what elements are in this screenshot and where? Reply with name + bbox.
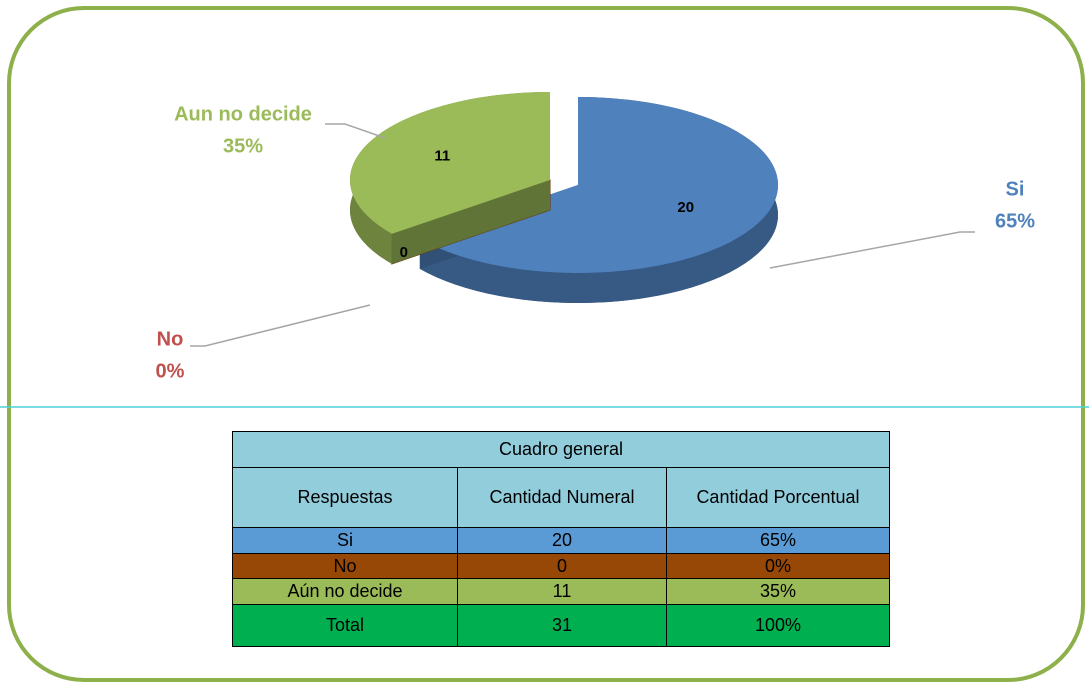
data-label: 11 — [434, 148, 450, 165]
percent-label: 0% — [156, 360, 185, 382]
legend-label: No — [157, 328, 184, 350]
table-cell: 20 — [457, 527, 667, 554]
table-cell: 35% — [666, 578, 890, 605]
slice-wall — [391, 180, 550, 264]
summary-table: Cuadro general Respuestas Cantidad Numer… — [232, 431, 890, 647]
percent-label: 65% — [995, 210, 1035, 232]
table-cell: Aún no decide — [232, 578, 458, 605]
table-title: Cuadro general — [232, 431, 890, 468]
leader-line — [325, 123, 386, 139]
data-label: 0 — [400, 244, 408, 261]
table-cell: 11 — [457, 578, 667, 605]
table-cell: 65% — [666, 527, 890, 554]
table-cell: Si — [232, 527, 458, 554]
table-cell: No — [232, 553, 458, 579]
percent-label: 35% — [223, 135, 263, 157]
table-header: Cantidad Numeral — [457, 467, 667, 528]
legend-label: Si — [1006, 178, 1025, 200]
slice-side — [419, 97, 778, 303]
table-header: Respuestas — [232, 467, 458, 528]
slice-top — [350, 92, 550, 234]
table-cell: Total — [232, 604, 458, 647]
data-label: 20 — [677, 199, 694, 216]
leader-line — [769, 231, 975, 269]
leader-line — [190, 304, 371, 347]
pie-slice — [350, 92, 550, 264]
legend-label: Aun no decide — [174, 103, 312, 125]
table-header: Cantidad Porcentual — [666, 467, 890, 528]
frame — [7, 6, 1085, 682]
slice-top — [419, 97, 778, 273]
table-cell: 31 — [457, 604, 667, 647]
table-cell: 100% — [666, 604, 890, 647]
table-cell: 0 — [457, 553, 667, 579]
table-cell: 0% — [666, 553, 890, 579]
